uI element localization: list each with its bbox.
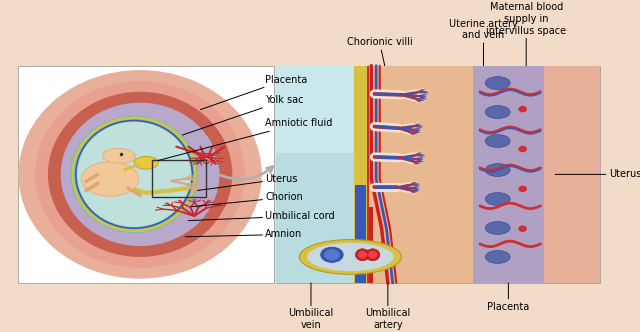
- Ellipse shape: [518, 106, 527, 113]
- Text: Placenta: Placenta: [200, 75, 307, 110]
- Ellipse shape: [485, 221, 510, 234]
- Ellipse shape: [485, 250, 510, 264]
- Text: Uterus: Uterus: [555, 169, 640, 179]
- Bar: [354, 66, 367, 283]
- Text: Uterine artery
and vein: Uterine artery and vein: [449, 19, 518, 66]
- Bar: [152, 160, 207, 198]
- Text: Yolk sac: Yolk sac: [182, 95, 303, 135]
- Ellipse shape: [368, 251, 378, 259]
- Bar: [356, 201, 364, 283]
- Bar: [355, 185, 366, 283]
- Ellipse shape: [19, 70, 262, 279]
- Bar: [367, 66, 369, 283]
- Ellipse shape: [485, 134, 510, 147]
- Text: Amniotic fluid: Amniotic fluid: [158, 119, 333, 160]
- Ellipse shape: [485, 77, 510, 90]
- Text: Chorion: Chorion: [191, 193, 303, 207]
- Ellipse shape: [365, 249, 380, 261]
- Text: Uterus: Uterus: [197, 174, 298, 191]
- Text: Umbilical
artery: Umbilical artery: [365, 283, 410, 330]
- Bar: [369, 66, 473, 283]
- Ellipse shape: [75, 120, 193, 229]
- Text: Placenta: Placenta: [487, 283, 529, 311]
- Ellipse shape: [324, 249, 340, 260]
- Ellipse shape: [485, 106, 510, 119]
- Ellipse shape: [134, 156, 158, 169]
- Bar: [369, 207, 373, 283]
- Ellipse shape: [358, 251, 367, 259]
- Ellipse shape: [35, 81, 245, 268]
- Ellipse shape: [48, 92, 232, 257]
- Bar: [18, 66, 274, 283]
- Text: Amnion: Amnion: [186, 229, 303, 239]
- Ellipse shape: [518, 225, 527, 232]
- Ellipse shape: [485, 193, 510, 206]
- Ellipse shape: [518, 146, 527, 152]
- Bar: [276, 66, 354, 283]
- Ellipse shape: [77, 122, 191, 226]
- Text: Maternal blood
supply in
intervillus space: Maternal blood supply in intervillus spa…: [486, 2, 566, 66]
- Ellipse shape: [355, 249, 370, 261]
- Ellipse shape: [321, 247, 343, 262]
- Ellipse shape: [485, 163, 510, 177]
- Bar: [544, 66, 600, 283]
- Bar: [276, 66, 354, 153]
- Ellipse shape: [300, 240, 401, 274]
- Ellipse shape: [61, 103, 220, 246]
- Ellipse shape: [518, 186, 527, 192]
- Bar: [276, 66, 600, 283]
- Ellipse shape: [81, 162, 139, 196]
- Text: Umbilical
vein: Umbilical vein: [289, 283, 333, 330]
- Text: Umbilical cord: Umbilical cord: [188, 211, 335, 221]
- Ellipse shape: [70, 116, 198, 233]
- Bar: [473, 66, 544, 283]
- Text: Chorionic villi: Chorionic villi: [347, 37, 412, 66]
- Ellipse shape: [102, 148, 136, 163]
- Ellipse shape: [307, 243, 394, 271]
